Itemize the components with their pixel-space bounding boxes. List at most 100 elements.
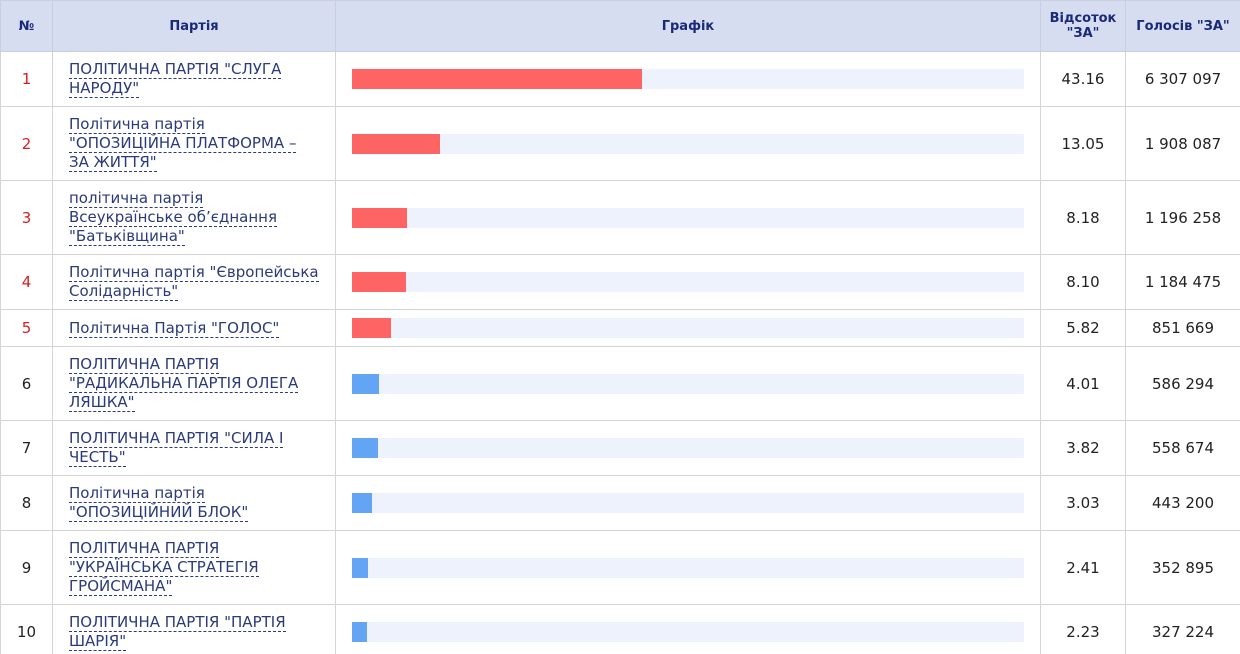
row: 7 ПОЛІТИЧНА ПАРТІЯ "СИЛА І ЧЕСТЬ" 3.82 558 … [0, 420, 1240, 476]
bar-track [352, 207, 1024, 228]
chart-cell [335, 309, 1041, 347]
percent: 3.82 [1040, 420, 1126, 476]
bar-track [352, 272, 1024, 292]
row-number: 3 [0, 180, 53, 255]
header-cell: Партія [52, 0, 336, 52]
row-number: 1 [0, 51, 53, 107]
party-link[interactable]: ПОЛІТИЧНА ПАРТІЯ "РАДИКАЛЬНА ПАРТІЯ ОЛЕГ… [69, 355, 299, 412]
row-number: 9 [0, 530, 53, 605]
chart-cell [335, 106, 1041, 181]
party-cell: ПОЛІТИЧНА ПАРТІЯ "РАДИКАЛЬНА ПАРТІЯ ОЛЕГ… [52, 346, 336, 421]
party-cell: політична партія Всеукраїнське об’єднанн… [52, 180, 336, 255]
bar [352, 69, 643, 89]
bar-track [352, 557, 1024, 578]
percent: 8.10 [1040, 254, 1126, 310]
row: 1 ПОЛІТИЧНА ПАРТІЯ "СЛУГА НАРОДУ" 43.16 6 3… [0, 51, 1240, 107]
row: 10 ПОЛІТИЧНА ПАРТІЯ "ПАРТІЯ ШАРІЯ" 2.23 327… [0, 604, 1240, 654]
percent: 4.01 [1040, 346, 1126, 421]
bar [352, 318, 392, 338]
row-number: 4 [0, 254, 53, 310]
party-cell: Політична партія "ОПОЗИЦІЙНА ПЛАТФОРМА –… [52, 106, 336, 181]
party-cell: Політична партія "Європейська Солідарніс… [52, 254, 336, 310]
votes: 352 895 [1125, 530, 1240, 605]
percent: 3.03 [1040, 475, 1126, 531]
row: 2 Політична партія "ОПОЗИЦІЙНА ПЛАТФОРМА … [0, 106, 1240, 181]
party-link[interactable]: Політична партія "Європейська Солідарніс… [69, 263, 319, 301]
row-number: 10 [0, 604, 53, 654]
row-number: 5 [0, 309, 53, 347]
row: 8 Політична партія "ОПОЗИЦІЙНИЙ БЛОК" 3.03… [0, 475, 1240, 531]
party-cell: ПОЛІТИЧНА ПАРТІЯ "ПАРТІЯ ШАРІЯ" [52, 604, 336, 654]
header-row: № Партія Графік Відсоток "ЗА" Голосів "ЗА" [0, 0, 1240, 52]
chart-cell [335, 346, 1041, 421]
percent: 5.82 [1040, 309, 1126, 347]
percent: 8.18 [1040, 180, 1126, 255]
bar [352, 272, 407, 292]
bar [352, 133, 440, 154]
header-cell: № [0, 0, 53, 52]
header-cell: Графік [335, 0, 1041, 52]
votes: 443 200 [1125, 475, 1240, 531]
bar-track [352, 133, 1024, 154]
party-link[interactable]: ПОЛІТИЧНА ПАРТІЯ "УКРАЇНСЬКА СТРАТЕГІЯ Г… [69, 539, 259, 596]
chart-cell [335, 475, 1041, 531]
bar [352, 622, 367, 642]
party-cell: ПОЛІТИЧНА ПАРТІЯ "СИЛА І ЧЕСТЬ" [52, 420, 336, 476]
party-link[interactable]: ПОЛІТИЧНА ПАРТІЯ "ПАРТІЯ ШАРІЯ" [69, 613, 286, 651]
bar-track [352, 493, 1024, 513]
row: 4 Політична партія "Європейська Солідарні… [0, 254, 1240, 310]
row: 3 політична партія Всеукраїнське об’єднан… [0, 180, 1240, 255]
party-cell: ПОЛІТИЧНА ПАРТІЯ "УКРАЇНСЬКА СТРАТЕГІЯ Г… [52, 530, 336, 605]
percent: 2.23 [1040, 604, 1126, 654]
bar-track [352, 438, 1024, 458]
percent: 43.16 [1040, 51, 1126, 107]
row-number: 8 [0, 475, 53, 531]
party-link[interactable]: Політична партія "ОПОЗИЦІЙНА ПЛАТФОРМА –… [69, 115, 297, 172]
party-cell: Політична Партія "ГОЛОС" [52, 309, 336, 347]
header-cell: Голосів "ЗА" [1125, 0, 1240, 52]
row-number: 7 [0, 420, 53, 476]
bar [352, 493, 373, 513]
votes: 1 908 087 [1125, 106, 1240, 181]
party-link[interactable]: Політична Партія "ГОЛОС" [69, 318, 280, 338]
chart-cell [335, 180, 1041, 255]
bar [352, 557, 369, 578]
chart-cell [335, 604, 1041, 654]
row-number: 2 [0, 106, 53, 181]
chart-cell [335, 530, 1041, 605]
percent: 2.41 [1040, 530, 1126, 605]
bar [352, 438, 378, 458]
votes: 327 224 [1125, 604, 1240, 654]
bar-track [352, 318, 1024, 338]
votes: 558 674 [1125, 420, 1240, 476]
votes: 586 294 [1125, 346, 1240, 421]
votes: 6 307 097 [1125, 51, 1240, 107]
votes: 1 184 475 [1125, 254, 1240, 310]
votes: 851 669 [1125, 309, 1240, 347]
bar [352, 373, 379, 394]
bar-track [352, 69, 1024, 89]
bar-track [352, 373, 1024, 394]
party-link[interactable]: ПОЛІТИЧНА ПАРТІЯ "СИЛА І ЧЕСТЬ" [69, 429, 284, 467]
row: 9 ПОЛІТИЧНА ПАРТІЯ "УКРАЇНСЬКА СТРАТЕГІЯ … [0, 530, 1240, 605]
row-number: 6 [0, 346, 53, 421]
party-cell: Політична партія "ОПОЗИЦІЙНИЙ БЛОК" [52, 475, 336, 531]
party-cell: ПОЛІТИЧНА ПАРТІЯ "СЛУГА НАРОДУ" [52, 51, 336, 107]
percent: 13.05 [1040, 106, 1126, 181]
party-link[interactable]: ПОЛІТИЧНА ПАРТІЯ "СЛУГА НАРОДУ" [69, 60, 282, 98]
header-cell: Відсоток "ЗА" [1040, 0, 1126, 52]
votes: 1 196 258 [1125, 180, 1240, 255]
bar-track [352, 622, 1024, 642]
bar [352, 207, 407, 228]
row: 6 ПОЛІТИЧНА ПАРТІЯ "РАДИКАЛЬНА ПАРТІЯ ОЛЕ… [0, 346, 1240, 421]
table-body: 1 ПОЛІТИЧНА ПАРТІЯ "СЛУГА НАРОДУ" 43.16 6 3… [0, 51, 1240, 654]
chart-cell [335, 420, 1041, 476]
party-link[interactable]: політична партія Всеукраїнське об’єднанн… [69, 189, 277, 246]
row: 5 Політична Партія "ГОЛОС" 5.82 851 669 [0, 309, 1240, 347]
chart-cell [335, 51, 1041, 107]
party-link[interactable]: Політична партія "ОПОЗИЦІЙНИЙ БЛОК" [69, 484, 249, 522]
chart-cell [335, 254, 1041, 310]
